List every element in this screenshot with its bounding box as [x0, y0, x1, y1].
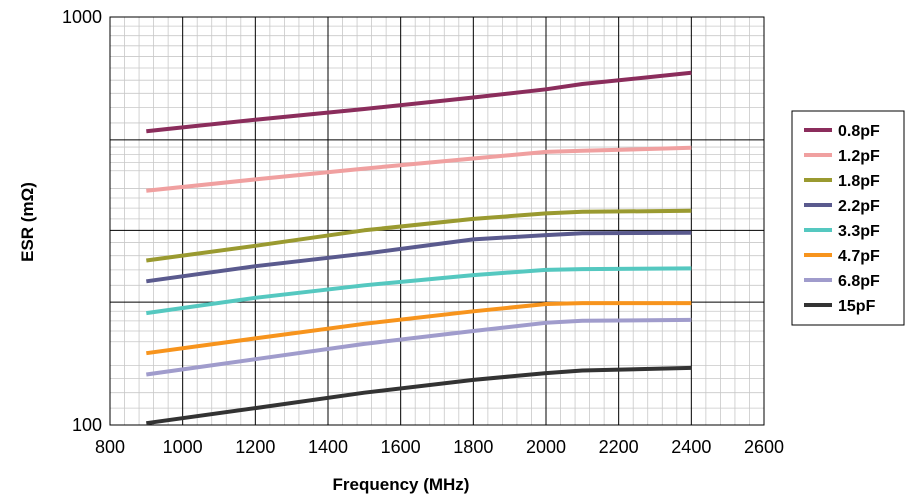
legend-label: 2.2pF	[838, 198, 880, 215]
series-line-4.7pF	[146, 301, 692, 356]
x-tick-label: 1000	[163, 437, 203, 457]
legend-label: 15pF	[838, 298, 876, 315]
legend-label: 1.8pF	[838, 173, 880, 190]
y-axis-title: ESR (mΩ)	[18, 182, 37, 262]
y-tick-label: 100	[72, 415, 102, 435]
legend-label: 1.2pF	[838, 148, 880, 165]
x-axis-ticks: 800 1000 1200 1400 1600 1800 2000 2200 2400 2600	[95, 437, 784, 457]
x-tick-label: 1200	[235, 437, 275, 457]
legend: 0.8pF 1.2pF 1.8pF 2.2pF 3.3pF 4.7pF 6.8pF 15pF	[791, 110, 905, 326]
series-line-15pF	[146, 365, 692, 426]
series-line-1.8pF	[146, 208, 692, 263]
x-tick-label: 1600	[381, 437, 421, 457]
legend-label: 0.8pF	[838, 123, 880, 140]
x-tick-label: 1800	[453, 437, 493, 457]
x-tick-label: 800	[95, 437, 125, 457]
series-line-0.8pF	[146, 70, 692, 134]
series-line-3.3pF	[146, 266, 692, 316]
x-axis-title: Frequency (MHz)	[333, 475, 470, 494]
minor-grid	[110, 17, 764, 425]
x-tick-label: 2600	[744, 437, 784, 457]
legend-box	[791, 110, 905, 326]
plot-border	[109, 16, 765, 426]
series-line-2.2pF	[146, 230, 692, 284]
series-line-1.2pF	[146, 145, 692, 193]
series-line-6.8pF	[146, 317, 692, 377]
legend-label: 4.7pF	[838, 248, 880, 265]
x-tick-label: 2400	[671, 437, 711, 457]
y-tick-label: 1000	[62, 7, 102, 27]
x-tick-label: 2200	[599, 437, 639, 457]
x-tick-label: 1400	[308, 437, 348, 457]
series-lines	[146, 70, 692, 426]
y-axis-ticks: 100 1000	[62, 7, 102, 435]
legend-label: 3.3pF	[838, 223, 880, 240]
legend-label: 6.8pF	[838, 273, 880, 290]
x-tick-label: 2000	[526, 437, 566, 457]
